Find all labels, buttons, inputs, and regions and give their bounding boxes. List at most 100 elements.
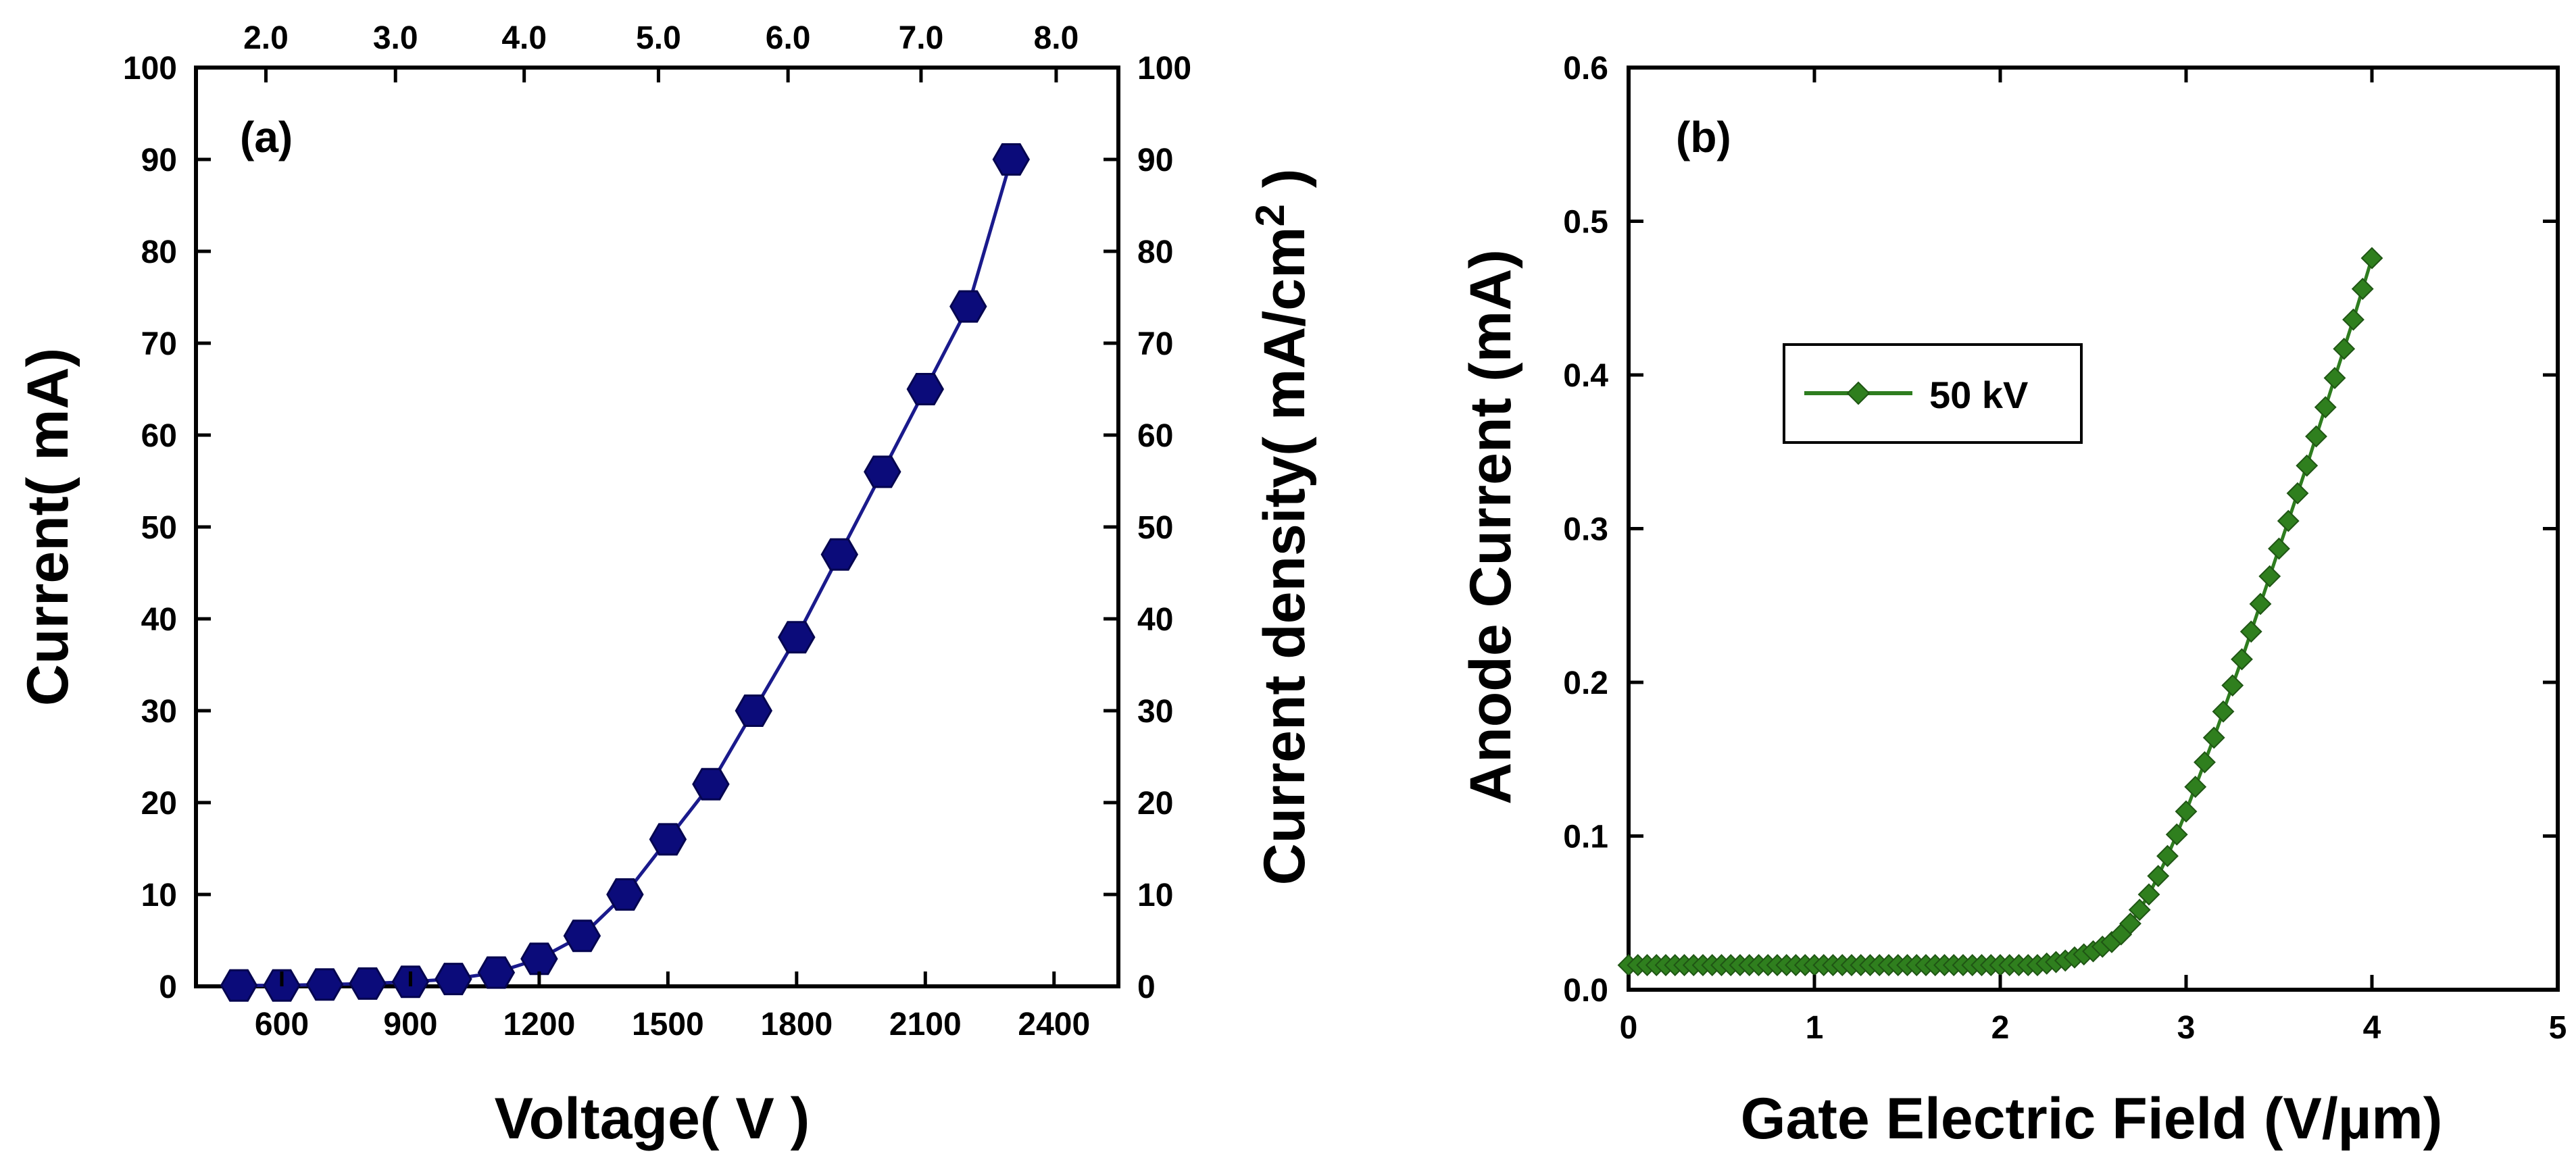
panel-a-y-ticks: 0 10 20 30 40 50 60 70 80 90 100 [123, 51, 211, 1005]
panel-a-y-tick-label: 90 [141, 143, 177, 178]
panel-a-y2-tick-label: 20 [1137, 786, 1173, 822]
panel-b-y-tick-label: 0.3 [1563, 512, 1608, 548]
panel-a-data-point [606, 878, 644, 911]
panel-b-data-point [2286, 482, 2309, 505]
panel-b-plot-frame [1627, 66, 2560, 992]
panel-b-data-point [2239, 620, 2262, 643]
panel-b-data-point [2194, 751, 2216, 774]
panel-a-top-x-tick-label: 7.0 [899, 20, 944, 56]
panel-a-data-point [520, 942, 558, 976]
panel-b-legend-label: 50 kV [1929, 374, 2028, 416]
panel-b-y-tick-label: 0.5 [1563, 205, 1608, 241]
panel-a-y2-tick-label: 50 [1137, 510, 1173, 546]
panel-a-data-point [563, 919, 601, 953]
panel-a-markers [220, 143, 1031, 1002]
panel-b-data-point [2351, 278, 2374, 301]
panel-a-x-ticks: 600 900 1200 1500 1800 2100 2400 [255, 971, 1090, 1042]
panel-b-y-tick-label: 0.1 [1563, 819, 1608, 855]
panel-a-series-polyline [239, 159, 1013, 988]
panel-a-y-tick-label: 30 [141, 694, 177, 730]
panel-a-data-point [735, 694, 773, 727]
panel-b-data-point [2296, 454, 2319, 477]
panel-b-markers [1617, 247, 2383, 977]
panel-b-data-point [2128, 899, 2151, 921]
panel-a-data-point [992, 143, 1031, 176]
panel-a-y-tick-label: 10 [141, 878, 177, 913]
panel-a-top-x-tick-label: 5.0 [636, 20, 681, 56]
panel-a-y-tick-label: 40 [141, 602, 177, 638]
panel-a-series-line [239, 159, 1013, 988]
panel-a-y-tick-label: 0 [159, 969, 177, 1005]
panel-a-x-tick-label: 1200 [503, 1007, 576, 1042]
panel-a-data-point [435, 963, 472, 996]
panel-a-y-tick-label: 20 [141, 786, 177, 822]
panel-a-y2-ticks: 0 10 20 30 40 50 60 70 80 90 100 [1104, 51, 1191, 1005]
panel-a-y-tick-label: 60 [141, 418, 177, 454]
panel-b-data-point [2184, 776, 2207, 799]
panel-a-x-tick-label: 1500 [632, 1007, 704, 1042]
panel-a-data-point [949, 290, 987, 323]
panel-a-y2-tick-label: 70 [1137, 326, 1173, 362]
panel-b-y-ticks: 0.0 0.1 0.2 0.3 0.4 0.5 0.6 [1563, 51, 2558, 1009]
panel-b-data-point [2360, 247, 2383, 270]
panel-b-label: (b) [1676, 113, 1731, 161]
panel-b-data-point [2277, 509, 2300, 532]
panel-b-y-axis-title: Anode Current (mA) [1458, 249, 1523, 805]
panel-a-data-point [477, 956, 516, 989]
panel-b-y-tick-label: 0.0 [1563, 973, 1608, 1009]
panel-a-y2-axis-title-main: Current density( mA/cm [1252, 227, 1317, 886]
panel-a-x-tick-label: 2100 [889, 1007, 962, 1042]
panel-a-top-x-ticks: 2.0 3.0 4.0 5.0 6.0 7.0 8.0 [243, 20, 1079, 82]
panel-b-x-tick-label: 3 [2177, 1010, 2196, 1046]
panel-b-data-point [2333, 337, 2356, 360]
panel-b-data-point [2147, 865, 2170, 888]
panel-b-data-point [2137, 883, 2160, 906]
panel-a-data-point [649, 823, 687, 856]
panel-a-y2-axis-title-end: ) [1252, 169, 1317, 205]
panel-b-x-axis-title: Gate Electric Field (V/µm) [1741, 1086, 2443, 1151]
panel-b-data-point [2268, 537, 2290, 560]
panel-a-y-tick-label: 80 [141, 234, 177, 270]
panel-a-y2-tick-label: 80 [1137, 234, 1173, 270]
panel-a-top-x-tick-label: 4.0 [501, 20, 547, 56]
panel-a-top-x-tick-label: 6.0 [766, 20, 811, 56]
panel-a-data-point [778, 621, 816, 654]
panel-a-data-point [305, 968, 344, 1001]
panel-b: 0.0 0.1 0.2 0.3 0.4 0.5 0.6 0 1 2 3 4 5 (b) 50 kV G… [1458, 51, 2567, 1151]
panel-b-data-point [2314, 396, 2337, 419]
panel-a-y-tick-label: 100 [123, 51, 177, 86]
panel-a-y2-tick-label: 40 [1137, 602, 1173, 638]
panel-a-top-x-tick-label: 3.0 [373, 20, 418, 56]
panel-b-data-point [2175, 800, 2198, 823]
panel-b-data-point [2258, 565, 2281, 588]
panel-a-y2-tick-label: 90 [1137, 143, 1173, 178]
panel-b-data-point [2305, 425, 2327, 448]
panel-b-data-point [2212, 700, 2235, 723]
panel-b-legend: 50 kV [1783, 343, 2083, 444]
panel-a-y2-tick-label: 10 [1137, 878, 1173, 913]
panel-b-data-point [2165, 823, 2188, 846]
panel-b-y-tick-label: 0.6 [1563, 51, 1608, 86]
panel-b-x-tick-label: 4 [2363, 1010, 2381, 1046]
panel-a: 0 10 20 30 40 50 60 70 80 90 100 0 10 20 30 40 50 60 70 80… [16, 20, 1317, 1151]
panel-a-x-tick-label: 600 [255, 1007, 309, 1042]
panel-b-data-point [2231, 648, 2253, 671]
panel-a-top-x-tick-label: 8.0 [1034, 20, 1079, 56]
panel-b-x-tick-label: 0 [1620, 1010, 1638, 1046]
panel-b-data-point [2323, 367, 2346, 389]
panel-a-top-x-tick-label: 2.0 [243, 20, 289, 56]
panel-b-legend-marker [1846, 381, 1871, 405]
panel-b-x-tick-label: 2 [1991, 1010, 2010, 1046]
panel-a-data-point [820, 538, 859, 571]
panel-b-x-ticks: 0 1 2 3 4 5 [1620, 68, 2567, 1046]
panel-b-data-point [2249, 592, 2272, 615]
panel-b-data-point [2119, 912, 2141, 935]
panel-b-x-tick-label: 1 [1806, 1010, 1824, 1046]
panel-a-y2-tick-label: 100 [1137, 51, 1191, 86]
panel-b-data-point [2156, 844, 2179, 867]
panel-a-y-tick-label: 50 [141, 510, 177, 546]
panel-a-data-point [220, 969, 258, 1002]
panel-b-data-point [2202, 726, 2225, 749]
panel-b-data-point [2221, 674, 2244, 697]
